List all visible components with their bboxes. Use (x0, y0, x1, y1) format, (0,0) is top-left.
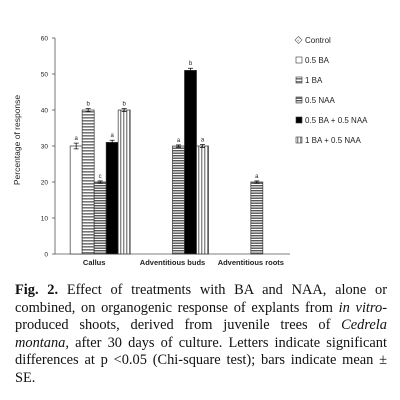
significance-letter: b (86, 102, 90, 108)
x-axis: Callus Adventitious buds Adventitious root… (55, 253, 290, 267)
y-axis: 0 10 20 30 40 50 60 (41, 36, 56, 259)
bar (250, 181, 264, 255)
caption-italic-2: Cedrela montana (15, 317, 387, 351)
legend-swatch (294, 36, 303, 44)
bar (172, 145, 185, 255)
legend-swatch (295, 116, 303, 124)
legend-swatch (295, 136, 303, 144)
y-tick-label: 40 (41, 108, 49, 115)
bar (69, 145, 83, 255)
legend-swatch (295, 56, 303, 64)
y-tick-label: 50 (41, 72, 49, 79)
y-tick-label: 60 (41, 36, 49, 43)
figure-caption: Fig. 2. Effect of treatments with BA and… (15, 282, 387, 388)
caption-text-2: -produced shoots, derived from juvenile … (15, 299, 387, 334)
legend-label: 0.5 NAA (305, 96, 335, 105)
significance-letter: c (99, 174, 102, 180)
figure-label: Fig. 2. (15, 282, 59, 298)
significance-letter: a (255, 174, 259, 180)
y-axis-label: Percentage of response (12, 95, 22, 186)
legend-label: 1 BA + 0.5 NAA (305, 136, 361, 145)
bar (184, 70, 197, 255)
significance-letter: b (189, 61, 193, 67)
y-tick-label: 0 (44, 252, 48, 259)
bar (117, 109, 131, 255)
significance-letter: a (74, 136, 78, 142)
significance-letter: a (177, 138, 181, 144)
significance-letter: a (110, 133, 114, 139)
y-tick-label: 30 (41, 144, 49, 151)
caption-text-1: Effect of treatments with BA and NAA, al… (15, 282, 387, 316)
legend-swatch (295, 76, 303, 84)
bar-series-group: a b c a a a b b a (69, 61, 264, 255)
bar (105, 142, 119, 255)
legend-label: Control (305, 36, 331, 45)
legend-label: 0.5 BA (305, 56, 330, 65)
caption-text-3: , after 30 days of culture. Letters indi… (15, 334, 387, 386)
x-category-label: Adventitious buds (140, 258, 205, 267)
y-tick-label: 20 (41, 180, 49, 187)
significance-letter: b (122, 102, 126, 108)
legend: Control 0.5 BA 1 BA 0.5 NAA 0.5 BA + 0.5 NAA… (294, 36, 368, 145)
x-category-label: Callus (83, 258, 106, 267)
bar-chart: Percentage of response 0 10 20 30 40 50 60 Cal… (12, 36, 368, 268)
legend-label: 1 BA (305, 76, 323, 85)
bar (196, 145, 209, 255)
x-category-label: Adventitious roots (218, 258, 284, 267)
caption-italic-1: in vitro (338, 299, 383, 316)
significance-letter: a (201, 138, 205, 144)
legend-label: 0.5 BA + 0.5 NAA (305, 116, 368, 125)
bar (81, 109, 95, 255)
y-tick-label: 10 (41, 216, 49, 223)
bar (93, 181, 107, 255)
legend-swatch (295, 96, 303, 104)
